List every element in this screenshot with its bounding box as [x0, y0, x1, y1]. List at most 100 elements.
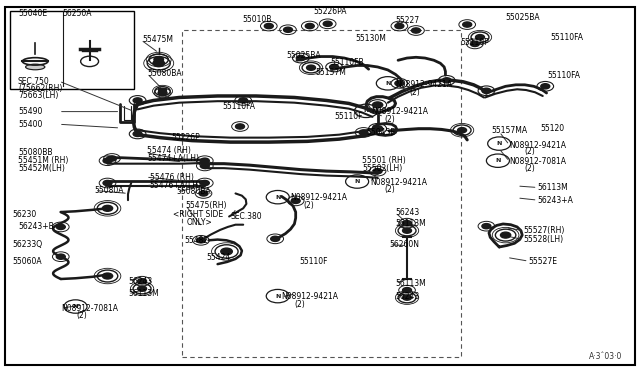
Text: 55080BA: 55080BA — [147, 69, 182, 78]
Text: 55080A: 55080A — [95, 186, 124, 195]
Circle shape — [330, 64, 339, 70]
Circle shape — [108, 156, 116, 161]
Text: 56243: 56243 — [396, 292, 420, 301]
Text: 56250A: 56250A — [63, 9, 92, 17]
Text: 55110F: 55110F — [334, 112, 363, 121]
Text: 56113M: 56113M — [396, 219, 426, 228]
Text: N08912-9421A: N08912-9421A — [509, 141, 566, 150]
Text: 75663(LH): 75663(LH) — [18, 92, 58, 100]
Text: 55025BA: 55025BA — [287, 51, 321, 60]
Text: N: N — [73, 304, 78, 309]
Text: N: N — [364, 108, 369, 113]
Text: 55226P: 55226P — [172, 133, 200, 142]
Text: N: N — [355, 179, 360, 184]
Text: N08912-9421A: N08912-9421A — [282, 292, 339, 301]
Text: 55474+A(LH): 55474+A(LH) — [147, 154, 199, 163]
Circle shape — [395, 81, 404, 86]
Circle shape — [196, 238, 205, 243]
Circle shape — [372, 126, 383, 132]
Circle shape — [102, 205, 113, 211]
Circle shape — [458, 128, 467, 133]
Text: (2): (2) — [77, 311, 88, 320]
Circle shape — [470, 41, 479, 46]
Text: 55130M: 55130M — [355, 34, 386, 43]
Circle shape — [403, 228, 412, 233]
Circle shape — [159, 89, 166, 93]
Circle shape — [138, 279, 147, 284]
Circle shape — [403, 221, 412, 226]
Circle shape — [103, 180, 112, 186]
Circle shape — [403, 288, 412, 293]
Text: 55227: 55227 — [395, 16, 419, 25]
Text: 56113M: 56113M — [396, 279, 426, 288]
Text: N: N — [275, 294, 280, 299]
Text: N08912-9421A: N08912-9421A — [291, 193, 348, 202]
Text: 56243: 56243 — [396, 208, 420, 217]
Circle shape — [200, 158, 209, 163]
Text: 55501 (RH): 55501 (RH) — [362, 156, 406, 165]
Circle shape — [403, 295, 412, 300]
Text: ONLY>: ONLY> — [187, 218, 212, 227]
Circle shape — [138, 286, 147, 291]
Text: 55490: 55490 — [18, 107, 42, 116]
Circle shape — [133, 98, 142, 103]
Text: N08912-7081A: N08912-7081A — [61, 304, 118, 312]
Text: 55110FB: 55110FB — [330, 58, 364, 67]
Text: N08912-9421A: N08912-9421A — [395, 80, 452, 89]
Text: 55451M (RH): 55451M (RH) — [18, 156, 68, 165]
Text: 55045E: 55045E — [366, 128, 396, 137]
Text: 55157MA: 55157MA — [492, 126, 527, 135]
Text: 55424: 55424 — [206, 253, 230, 262]
Text: 55157M: 55157M — [315, 68, 346, 77]
Text: 55452M(LH): 55452M(LH) — [18, 164, 65, 173]
Text: (2): (2) — [303, 201, 314, 210]
Text: 55110P: 55110P — [461, 38, 490, 47]
Circle shape — [239, 98, 248, 103]
Circle shape — [305, 23, 314, 29]
Text: 55400: 55400 — [18, 120, 42, 129]
Text: 56113M: 56113M — [128, 289, 159, 298]
Circle shape — [271, 236, 280, 241]
Text: 55475M: 55475M — [143, 35, 173, 44]
Text: 55474 (RH): 55474 (RH) — [147, 146, 191, 155]
Text: 55110FA: 55110FA — [223, 102, 256, 111]
Text: 56243: 56243 — [128, 277, 152, 286]
Text: (2): (2) — [525, 164, 536, 173]
Text: 55120: 55120 — [540, 124, 564, 133]
Text: 56243+B: 56243+B — [18, 222, 54, 231]
Circle shape — [221, 248, 232, 255]
Circle shape — [359, 130, 368, 135]
Text: (2): (2) — [384, 185, 395, 194]
Circle shape — [56, 224, 65, 230]
Circle shape — [56, 254, 65, 259]
Circle shape — [442, 78, 451, 83]
Circle shape — [500, 232, 511, 238]
Text: 55025BA: 55025BA — [506, 13, 540, 22]
Text: 55226PA: 55226PA — [314, 7, 347, 16]
Text: 55527(RH): 55527(RH) — [524, 226, 565, 235]
Circle shape — [323, 21, 332, 26]
Text: 55110FA: 55110FA — [550, 33, 584, 42]
Ellipse shape — [26, 64, 45, 70]
Text: 55110F: 55110F — [300, 257, 328, 266]
Text: N: N — [385, 81, 390, 86]
Text: 55527E: 55527E — [529, 257, 557, 266]
Circle shape — [307, 65, 316, 70]
Circle shape — [482, 88, 491, 93]
Text: 55476+A(LH): 55476+A(LH) — [150, 181, 202, 190]
Text: <RIGHT SIDE: <RIGHT SIDE — [173, 210, 223, 219]
Text: 55475(RH): 55475(RH) — [186, 201, 227, 210]
Circle shape — [102, 273, 113, 279]
FancyBboxPatch shape — [5, 7, 635, 365]
Text: 56233Q: 56233Q — [13, 240, 43, 248]
Text: 55502(LH): 55502(LH) — [362, 164, 403, 173]
Text: (2): (2) — [525, 147, 536, 156]
Text: (2): (2) — [384, 115, 395, 124]
Text: 56243+A: 56243+A — [538, 196, 573, 205]
Text: N: N — [495, 158, 500, 163]
Circle shape — [153, 60, 164, 67]
Text: N: N — [275, 195, 280, 200]
Text: N08912-7081A: N08912-7081A — [509, 157, 566, 166]
Text: N08912-9421A: N08912-9421A — [371, 107, 428, 116]
Circle shape — [154, 57, 164, 62]
